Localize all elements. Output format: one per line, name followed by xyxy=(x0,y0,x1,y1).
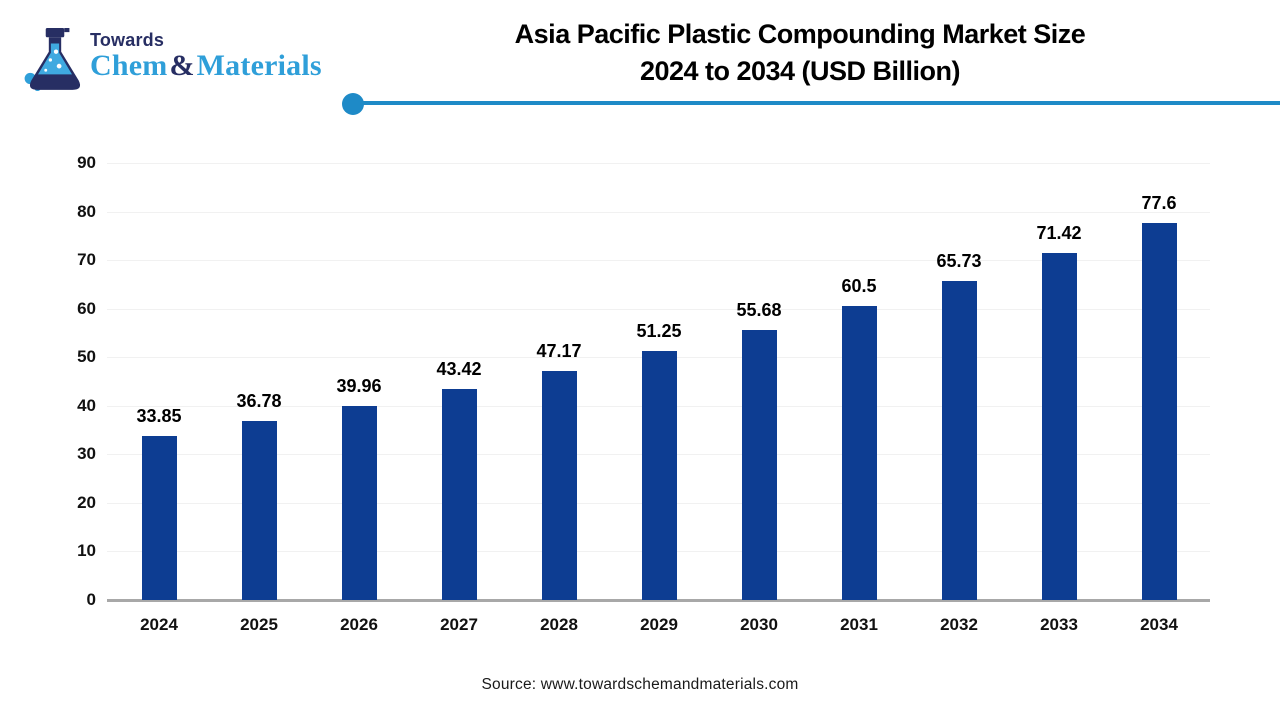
gridline-70 xyxy=(107,260,1210,261)
x-tick-2028: 2028 xyxy=(540,615,578,634)
source-text: Source: www.towardschemandmaterials.com xyxy=(481,676,799,693)
value-label-2024: 33.85 xyxy=(136,406,182,426)
x-tick-2031: 2031 xyxy=(840,615,878,634)
y-tick-60: 60 xyxy=(77,299,96,318)
x-tick-2033: 2033 xyxy=(1040,615,1078,634)
x-axis-line xyxy=(107,599,1210,602)
x-tick-2026: 2026 xyxy=(340,615,378,634)
value-label-2030: 55.68 xyxy=(736,300,782,320)
x-tick-2034: 2034 xyxy=(1140,615,1178,634)
gridline-80 xyxy=(107,212,1210,213)
x-tick-2027: 2027 xyxy=(440,615,478,634)
bar-2026 xyxy=(342,406,377,600)
gridline-90 xyxy=(107,163,1210,164)
logo-ampersand: & xyxy=(169,49,195,82)
bar-2029 xyxy=(642,351,677,600)
bar-2034 xyxy=(1142,223,1177,600)
gridline-60 xyxy=(107,309,1210,310)
bar-chart: 33.85 2024 36.78 2025 39.96 2026 43.42 2027 47.1… xyxy=(107,163,1210,634)
x-tick-2030: 2030 xyxy=(740,615,778,634)
value-label-2027: 43.42 xyxy=(436,359,482,379)
divider-line xyxy=(353,101,1280,105)
y-tick-40: 40 xyxy=(77,396,96,415)
chart-title-line1: Asia Pacific Plastic Compounding Market … xyxy=(514,19,1086,49)
logo: Towards Chem&Materials xyxy=(22,26,352,96)
bar-2030 xyxy=(742,330,777,600)
value-label-2026: 39.96 xyxy=(336,376,382,396)
x-tick-2032: 2032 xyxy=(940,615,978,634)
logo-text: Towards Chem&Materials xyxy=(90,30,322,82)
value-label-2033: 71.42 xyxy=(1036,223,1082,243)
y-tick-20: 20 xyxy=(77,493,96,512)
logo-towards: Towards xyxy=(90,30,165,50)
y-tick-10: 10 xyxy=(77,541,96,560)
x-tick-2029: 2029 xyxy=(640,615,678,634)
bar-2031 xyxy=(842,306,877,600)
bar-2033 xyxy=(1042,253,1077,600)
y-axis-labels: 0 10 20 30 40 50 60 70 80 90 xyxy=(38,153,96,609)
flask-icon xyxy=(24,28,81,92)
chart-title-line2: 2024 to 2034 (USD Billion) xyxy=(639,56,961,86)
y-tick-70: 70 xyxy=(77,250,96,269)
bar-2025 xyxy=(242,421,277,600)
y-tick-30: 30 xyxy=(77,444,96,463)
value-label-2029: 51.25 xyxy=(636,321,682,341)
bar-2027 xyxy=(442,389,477,600)
logo-chem-word: Chem xyxy=(90,49,168,82)
y-tick-80: 80 xyxy=(77,202,96,221)
x-tick-2024: 2024 xyxy=(140,615,178,634)
value-label-2025: 36.78 xyxy=(236,391,282,411)
chart-title: Asia Pacific Plastic Compounding Market … xyxy=(400,16,1200,90)
x-tick-2025: 2025 xyxy=(240,615,278,634)
value-label-2034: 77.6 xyxy=(1141,193,1177,213)
y-tick-90: 90 xyxy=(77,153,96,172)
y-tick-50: 50 xyxy=(77,347,96,366)
logo-materials-word: Materials xyxy=(196,49,322,82)
bar-2032 xyxy=(942,281,977,600)
value-label-2032: 65.73 xyxy=(936,251,982,271)
y-tick-0: 0 xyxy=(86,590,96,609)
bar-2028 xyxy=(542,371,577,600)
value-label-2028: 47.17 xyxy=(536,341,582,361)
logo-chem-materials: Chem&Materials xyxy=(90,50,322,82)
bar-2024 xyxy=(142,436,177,600)
value-label-2031: 60.5 xyxy=(841,276,877,296)
